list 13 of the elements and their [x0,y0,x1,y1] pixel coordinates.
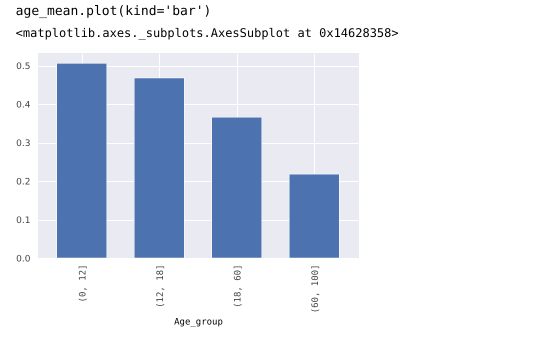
x-tick-label: (12, 18] [156,264,166,308]
x-tick-label: (60, 100] [310,264,321,314]
y-tick-label: 0.2 [16,178,30,188]
x-axis-title: Age_group [174,317,223,328]
y-tick-label: 0.4 [16,100,31,111]
y-tick-label: 0.1 [16,216,30,226]
text: <matplotlib.axes._subplots.AxesSubplot at 0x14628358> [16,26,399,40]
y-tick-label: 0.5 [16,62,30,72]
text: age_mean.plot(kind='bar') [16,4,212,19]
x-tick-label: (0, 12] [78,264,88,302]
y-tick-label: 0.3 [16,139,30,150]
x-tick-label: (18, 60] [233,264,244,308]
y-tick-label: 0.0 [16,254,31,264]
